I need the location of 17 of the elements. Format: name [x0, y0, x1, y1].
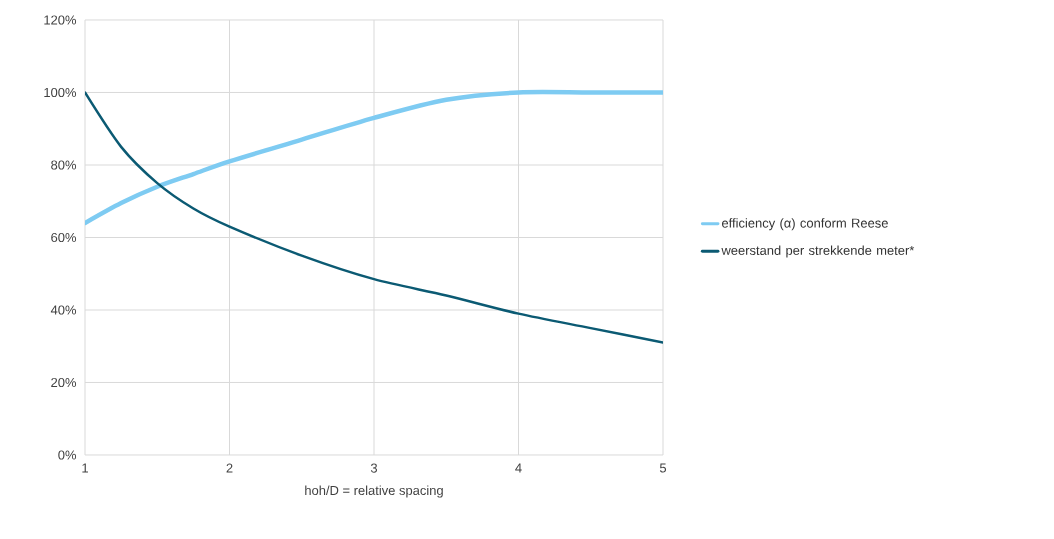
y-tick-label: 60% [51, 232, 77, 243]
y-tick-label: 0% [58, 450, 77, 460]
y-tick-label: 100% [44, 87, 77, 98]
legend-label: weerstand per strekkende meter* [721, 245, 915, 258]
x-tick-label: 1 [82, 463, 88, 473]
line-series [85, 91, 664, 344]
x-tick-label: 3 [370, 463, 378, 473]
x-tick-label: 5 [659, 463, 667, 473]
y-tick-label: 40% [50, 305, 77, 315]
y-tick-label: 20% [51, 377, 77, 388]
x-tick-label: 2 [226, 463, 233, 473]
y-tick-label: 120% [44, 15, 77, 25]
x-axis-title: hoh/D = relative spacing [305, 485, 443, 498]
x-tick-label: 4 [515, 463, 522, 473]
line-series [85, 89, 664, 226]
legend-label: efficiency (α) conform Reese [721, 218, 888, 231]
y-tick-label: 80% [51, 160, 77, 170]
